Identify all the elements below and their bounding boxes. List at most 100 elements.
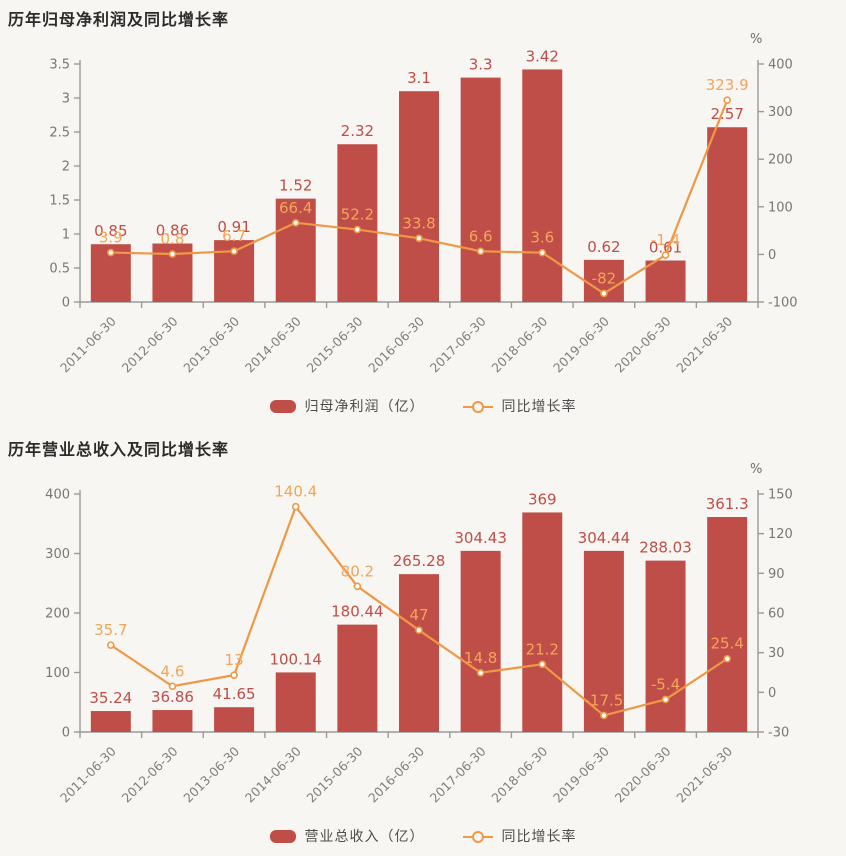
line-value-label: 33.8 [402,214,435,232]
line-value-label: 3.9 [99,229,123,247]
line-value-label: -5.4 [651,675,680,693]
legend-item-net-profit[interactable]: 归母净利润（亿） [269,396,425,416]
bar [214,707,255,732]
line-value-label: 140.4 [274,483,317,501]
x-axis-category-label: 2016-06-30 [365,743,427,805]
bar-value-label: 36.86 [151,688,194,706]
line-point-marker [476,668,485,677]
legend-item-yoy-growth[interactable]: 同比增长率 [462,826,577,846]
x-axis-category-label: 2012-06-30 [119,313,181,375]
bar-value-label: 0.86 [156,222,189,240]
left-axis-tick-label: 300 [45,547,70,562]
revenue-legend: 营业总收入（亿） 同比增长率 [0,826,846,846]
legend-label-revenue: 营业总收入（亿） [304,829,425,845]
legend-item-yoy-growth[interactable]: 同比增长率 [462,396,577,416]
x-axis-category-label: 2020-06-30 [612,313,674,375]
line-point-marker [107,248,115,257]
bar [399,574,439,732]
line-point-marker [168,250,177,258]
line-point-marker [476,247,485,256]
bar-value-label: 304.43 [454,529,507,547]
left-axis-tick-label: 1 [62,228,70,243]
bar-value-label: 288.03 [639,539,692,557]
legend-label-net-profit: 归母净利润（亿） [304,399,425,415]
line-point-marker [723,654,731,663]
bar [583,550,624,732]
line-swatch-icon [462,830,493,843]
left-axis-tick-label: 0 [62,726,70,741]
bar-value-label: 2.57 [710,105,743,123]
bar-value-label: 3.42 [526,47,559,65]
line-value-label: 47 [409,606,428,624]
line-point-marker [353,225,362,234]
x-axis-category-label: 2011-06-30 [57,313,119,375]
bar-value-label: 0.91 [217,218,250,236]
bar [275,198,316,302]
right-axis-tick-label: 30 [768,646,785,661]
left-axis-tick-label: 0.5 [49,262,70,277]
line-point-marker [415,626,423,634]
revenue-chart-section: 历年营业总收入及同比增长率 % 0 100 200 300 400 -30 0 30 60 90 1… [0,430,846,856]
left-axis-tick-label: 2 [62,160,70,175]
x-axis-category-label: 2019-06-30 [550,313,612,375]
line-point-marker [230,671,238,679]
bar [152,710,193,732]
percent-axis-unit: % [750,462,763,477]
bar [460,77,501,302]
right-axis-tick-label: 200 [768,153,793,168]
x-axis-category-label: 2013-06-30 [180,743,242,805]
line-point-marker [353,582,362,591]
net-profit-chart-section: 历年归母净利润及同比增长率 % 0 0.5 1 1.5 2 2.5 3 3.5 -100 0 100… [8,10,798,416]
left-axis-tick-label: 100 [45,666,70,681]
line-value-label: 35.7 [94,621,127,639]
bar [522,512,563,732]
line-value-label: 0.8 [161,230,185,248]
bar-swatch-icon [269,399,296,413]
bar-value-label: 41.65 [213,685,256,703]
bar-swatch-icon [269,829,296,843]
right-axis-tick-label: 400 [768,58,793,73]
bar-value-label: 369 [528,490,557,508]
bar-value-label: 100.14 [269,650,322,668]
bar-value-label: 304.44 [578,529,631,547]
bar [399,91,439,302]
line-point-marker [107,641,115,649]
bar [90,711,131,732]
x-axis-category-label: 2018-06-30 [488,313,550,375]
right-axis-tick-label: -100 [768,296,798,311]
left-axis-tick-label: 200 [45,607,70,622]
x-axis-category-label: 2011-06-30 [57,743,119,805]
x-axis-category-label: 2013-06-30 [180,313,242,375]
line-value-label: -1.4 [651,231,680,249]
line-point-marker [291,218,300,227]
bar [460,550,501,732]
bar-value-label: 3.1 [407,69,431,87]
line-value-label: 323.9 [706,76,749,94]
x-axis-category-label: 2018-06-30 [488,743,550,805]
bar [522,69,563,302]
left-axis-tick-label: 3 [62,92,70,107]
right-axis-tick-label: -30 [768,726,789,741]
right-axis-tick-label: 60 [768,607,785,622]
bar-value-label: 35.24 [89,689,132,707]
bar-value-label: 0.61 [649,239,682,257]
x-axis-category-label: 2019-06-30 [550,743,612,805]
right-axis-tick-label: 120 [768,527,793,542]
percent-axis-unit: % [750,32,763,47]
line-value-label: 80.2 [341,562,374,580]
line-point-marker [415,234,423,243]
x-axis-category-label: 2017-06-30 [427,743,489,805]
bar-value-label: 0.85 [94,222,127,240]
bar [337,144,378,302]
right-axis-tick-label: 150 [768,488,793,503]
right-axis-tick-label: 90 [768,567,785,582]
line-value-label: 13 [225,651,244,669]
x-axis-category-label: 2021-06-30 [673,313,735,375]
line-value-label: 3.6 [530,229,554,247]
line-point-marker [230,247,238,256]
line-point-marker [723,96,731,105]
line-value-label: 52.2 [341,206,374,224]
line-value-label: 66.4 [279,199,312,217]
legend-item-revenue[interactable]: 营业总收入（亿） [269,826,425,846]
